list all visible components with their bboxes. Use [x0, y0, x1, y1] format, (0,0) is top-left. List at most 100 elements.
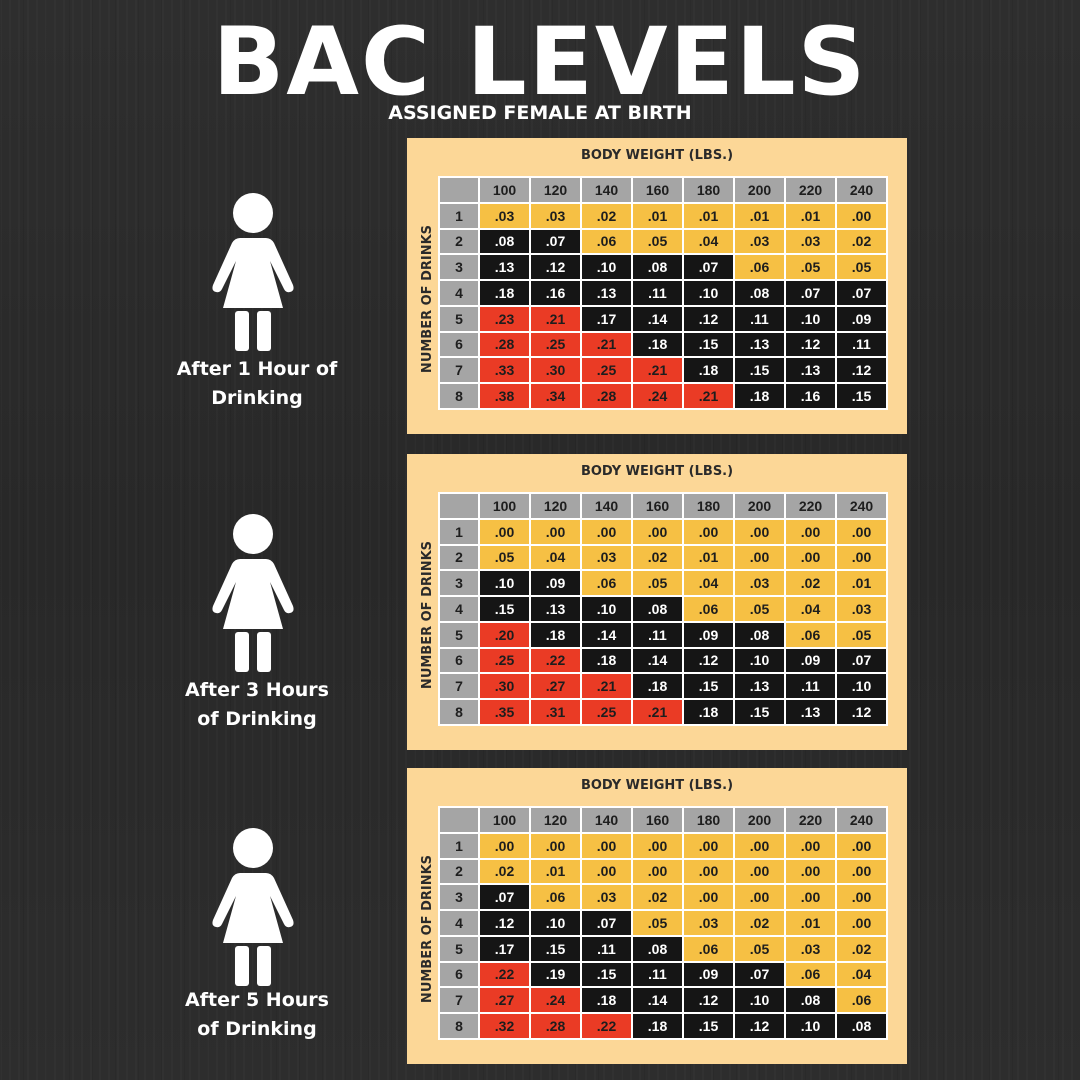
bac-value-cell: .21: [684, 384, 733, 408]
bac-table-panel: BODY WEIGHT (LBS.) NUMBER OF DRINKS 100 120…: [407, 454, 907, 750]
bac-value-cell: .15: [684, 1014, 733, 1038]
bac-table-panel: BODY WEIGHT (LBS.) NUMBER OF DRINKS 100 120…: [407, 138, 907, 434]
corner-cell: [440, 178, 478, 202]
bac-value-cell: .06: [786, 962, 835, 987]
bac-value-cell: .06: [582, 229, 631, 254]
table-row: 7.30.27.21.18.15.13.11.10: [440, 674, 886, 699]
bac-value-cell: .07: [684, 255, 733, 280]
bac-value-cell: .09: [786, 648, 835, 673]
bac-value-cell: .00: [633, 833, 682, 858]
bac-value-cell: .08: [735, 622, 784, 647]
bac-value-cell: .05: [837, 622, 886, 647]
bac-value-cell: .15: [837, 384, 886, 408]
bac-value-cell: .04: [531, 545, 580, 570]
table-row: 8.38.34.28.24.21.18.16.15: [440, 384, 886, 408]
bac-value-cell: .00: [735, 885, 784, 910]
bac-value-cell: .12: [684, 648, 733, 673]
bac-value-cell: .00: [837, 545, 886, 570]
drinks-count-cell: 8: [440, 1014, 478, 1038]
bac-value-cell: .13: [480, 255, 529, 280]
bac-value-cell: .18: [633, 1014, 682, 1038]
weight-header-cell: 160: [633, 808, 682, 832]
bac-value-cell: .12: [531, 255, 580, 280]
bac-value-cell: .06: [786, 622, 835, 647]
bac-value-cell: .00: [480, 833, 529, 858]
bac-value-cell: .00: [684, 859, 733, 884]
bac-value-cell: .03: [786, 229, 835, 254]
drinks-count-cell: 1: [440, 519, 478, 544]
bac-value-cell: .13: [735, 674, 784, 699]
table-row: 1.00.00.00.00.00.00.00.00: [440, 519, 886, 544]
bac-value-cell: .14: [633, 988, 682, 1013]
body-weight-header: BODY WEIGHT (LBS.): [580, 778, 734, 793]
time-caption: After 3 Hours of Drinking: [157, 676, 357, 734]
bac-value-cell: .21: [582, 674, 631, 699]
bac-value-cell: .22: [480, 962, 529, 987]
bac-value-cell: .03: [786, 936, 835, 961]
bac-value-cell: .28: [531, 1014, 580, 1038]
bac-value-cell: .18: [735, 384, 784, 408]
bac-value-cell: .07: [786, 281, 835, 305]
bac-value-cell: .07: [480, 885, 529, 910]
weight-header-cell: 180: [684, 178, 733, 202]
bac-value-cell: .17: [480, 936, 529, 961]
bac-value-cell: .18: [531, 622, 580, 647]
table-row: 8.32.28.22.18.15.12.10.08: [440, 1014, 886, 1038]
bac-value-cell: .00: [837, 833, 886, 858]
bac-value-cell: .05: [633, 229, 682, 254]
weight-header-cell: 120: [531, 808, 580, 832]
bac-value-cell: .00: [531, 833, 580, 858]
caption-line-1: After 1 Hour of: [176, 358, 338, 380]
bac-value-cell: .00: [684, 519, 733, 544]
table-row: 7.27.24.18.14.12.10.08.06: [440, 988, 886, 1013]
table-row: 6.28.25.21.18.15.13.12.11: [440, 332, 886, 357]
bac-value-cell: .38: [480, 384, 529, 408]
bac-value-cell: .07: [837, 281, 886, 305]
bac-value-cell: .09: [531, 571, 580, 596]
bac-value-cell: .01: [786, 911, 835, 935]
drinks-count-cell: 8: [440, 700, 478, 724]
drinks-count-cell: 1: [440, 833, 478, 858]
bac-value-cell: .03: [480, 203, 529, 228]
bac-value-cell: .31: [531, 700, 580, 724]
bac-value-cell: .15: [480, 597, 529, 621]
bac-value-cell: .01: [633, 203, 682, 228]
time-caption: After 1 Hour of Drinking: [157, 355, 357, 413]
bac-value-cell: .21: [531, 306, 580, 331]
bac-value-cell: .00: [684, 833, 733, 858]
bac-value-cell: .12: [684, 306, 733, 331]
bac-value-cell: .18: [633, 674, 682, 699]
bac-value-cell: .09: [684, 962, 733, 987]
bac-value-cell: .02: [633, 885, 682, 910]
bac-value-cell: .08: [633, 936, 682, 961]
bac-value-cell: .05: [633, 571, 682, 596]
bac-value-cell: .03: [735, 229, 784, 254]
bac-value-cell: .10: [837, 674, 886, 699]
time-caption: After 5 Hours of Drinking: [157, 986, 357, 1044]
caption-line-1: After 3 Hours: [185, 679, 329, 701]
bac-value-cell: .03: [684, 911, 733, 935]
bac-value-cell: .11: [837, 332, 886, 357]
bac-value-cell: .00: [786, 833, 835, 858]
drinks-count-cell: 3: [440, 885, 478, 910]
weight-header-cell: 140: [582, 178, 631, 202]
bac-value-cell: .12: [786, 332, 835, 357]
bac-value-cell: .08: [786, 988, 835, 1013]
body-weight-header: BODY WEIGHT (LBS.): [580, 148, 734, 163]
bac-value-cell: .06: [837, 988, 886, 1013]
bac-value-cell: .00: [837, 859, 886, 884]
bac-value-cell: .00: [837, 519, 886, 544]
bac-value-cell: .04: [837, 962, 886, 987]
bac-value-cell: .00: [633, 519, 682, 544]
bac-value-cell: .05: [735, 936, 784, 961]
bac-value-cell: .00: [735, 519, 784, 544]
bac-value-cell: .08: [837, 1014, 886, 1038]
drinks-count-cell: 1: [440, 203, 478, 228]
bac-value-cell: .24: [531, 988, 580, 1013]
bac-value-cell: .06: [684, 597, 733, 621]
bac-value-cell: .00: [582, 859, 631, 884]
weight-header-cell: 180: [684, 494, 733, 518]
bac-value-cell: .09: [837, 306, 886, 331]
bac-value-cell: .06: [735, 255, 784, 280]
bac-value-cell: .27: [480, 988, 529, 1013]
